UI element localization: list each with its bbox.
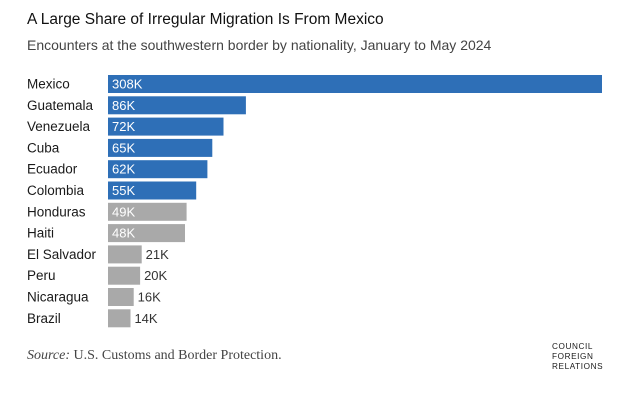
value-label: 14K [134, 311, 157, 326]
category-label: Peru [27, 268, 56, 283]
source-text: U.S. Customs and Border Protection. [73, 348, 282, 363]
bar-honduras [108, 202, 187, 221]
value-label: 86K [112, 98, 135, 113]
value-label: 21K [146, 247, 169, 262]
source-label: Source: [27, 348, 71, 363]
bar-haiti [108, 224, 185, 243]
bar-venezuela [108, 117, 224, 136]
value-label: 48K [112, 226, 135, 241]
value-label: 16K [138, 290, 161, 305]
category-label: Colombia [27, 183, 85, 198]
bar-ecuador [108, 160, 208, 179]
bar-cuba [108, 138, 213, 157]
category-label: Mexico [27, 77, 70, 92]
bar-guatemala [108, 96, 246, 115]
bar-chart: Mexico 308K Guatemala 86K Venezuela 72K Cuba 65… [27, 75, 602, 328]
value-label: 62K [112, 162, 135, 177]
category-label: Honduras [27, 204, 86, 219]
category-label: Cuba [27, 140, 60, 155]
chart-title: A Large Share of Irregular Migration Is … [27, 11, 384, 28]
bar-mexico [108, 75, 602, 93]
category-label: Venezuela [27, 119, 91, 134]
bar-brazil [108, 309, 131, 328]
cfr-logo: COUNCIL FOREIGN RELATIONS [552, 342, 612, 372]
category-label: Nicaragua [27, 290, 89, 305]
logo-line-relations: RELATIONS [552, 362, 604, 371]
value-label: 49K [112, 204, 135, 219]
source-note: Source: U.S. Customs and Border Protecti… [27, 348, 282, 364]
logo-line-council: COUNCIL [552, 342, 594, 351]
chart-subtitle: Encounters at the southwestern border by… [27, 37, 492, 53]
value-label: 55K [112, 183, 135, 198]
value-label: 72K [112, 119, 135, 134]
category-label: Haiti [27, 226, 54, 241]
category-label: Guatemala [27, 98, 94, 113]
logo-line-foreign: FOREIGN [552, 352, 594, 361]
category-label: El Salvador [27, 247, 97, 262]
bar-peru [108, 266, 141, 285]
category-label: Brazil [27, 311, 61, 326]
value-label: 308K [112, 77, 143, 92]
bar-colombia [108, 181, 197, 200]
bar-nicaragua [108, 288, 134, 306]
value-label: 20K [144, 268, 167, 283]
category-label: Ecuador [27, 162, 78, 177]
value-label: 65K [112, 140, 135, 155]
bar-el-salvador [108, 245, 142, 264]
